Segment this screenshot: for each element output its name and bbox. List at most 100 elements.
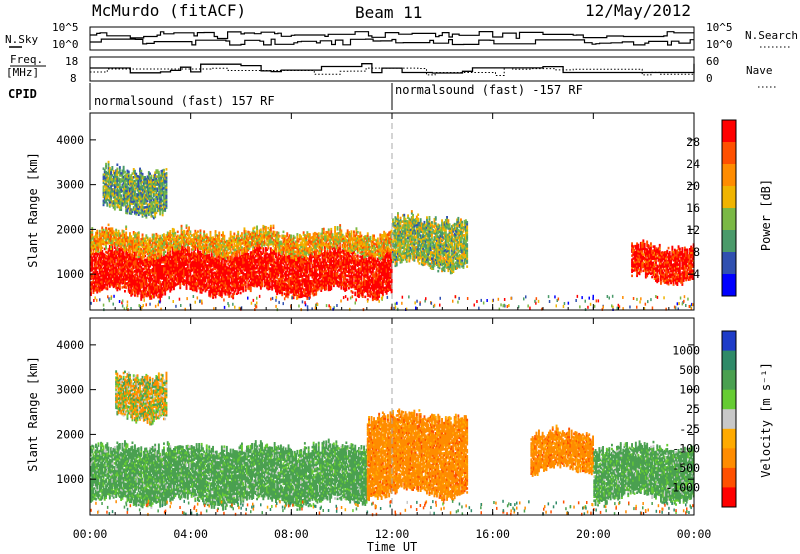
data-cell (371, 276, 374, 279)
data-cell (271, 272, 274, 275)
data-cell (132, 243, 135, 246)
data-cell (106, 241, 109, 245)
data-cell (302, 258, 305, 261)
data-cell (278, 281, 281, 285)
data-cell (360, 292, 363, 295)
data-cell (273, 274, 276, 278)
data-cell (366, 286, 369, 289)
data-cell (174, 278, 177, 281)
data-cell (93, 265, 96, 268)
data-cell (378, 291, 381, 294)
data-cell (110, 258, 112, 262)
data-cell (180, 228, 183, 232)
data-cell (340, 279, 343, 282)
data-cell (227, 277, 230, 280)
data-cell (124, 259, 126, 263)
data-cell (325, 287, 328, 291)
data-cell (295, 285, 297, 288)
data-cell (101, 278, 104, 281)
data-cell (166, 233, 169, 236)
data-cell (241, 275, 243, 279)
data-cell (277, 251, 280, 255)
data-cell (154, 251, 157, 254)
data-cell (228, 279, 231, 282)
data-cell (96, 282, 99, 286)
data-cell (121, 239, 124, 243)
data-cell (276, 274, 279, 277)
data-cell (378, 261, 381, 264)
data-cell (121, 286, 124, 289)
data-cell (383, 272, 386, 275)
data-cell (135, 283, 138, 286)
data-cell (300, 275, 302, 278)
data-cell (116, 274, 119, 278)
data-cell (135, 253, 138, 256)
data-cell (381, 261, 384, 264)
data-cell (137, 267, 140, 271)
data-cell (212, 264, 214, 267)
data-cell (168, 282, 170, 285)
data-cell (301, 266, 304, 270)
data-cell (151, 267, 154, 271)
data-cell (359, 277, 362, 280)
data-cell (117, 239, 120, 243)
data-cell (300, 267, 302, 270)
data-cell (290, 283, 292, 286)
data-cell (131, 237, 134, 241)
data-cell (165, 242, 168, 245)
data-cell (278, 267, 281, 270)
data-cell (287, 262, 290, 266)
data-cell (145, 270, 148, 274)
data-cell (179, 246, 182, 250)
data-cell (246, 260, 248, 264)
data-cell (237, 283, 240, 286)
data-cell (229, 275, 232, 279)
data-cell (176, 276, 179, 279)
data-cell (173, 275, 175, 279)
data-cell (225, 272, 228, 275)
data-cell (268, 279, 271, 282)
data-cell (315, 256, 318, 260)
data-cell (223, 261, 226, 265)
data-cell (181, 246, 184, 249)
data-cell (96, 266, 99, 270)
data-cell (292, 270, 295, 273)
data-cell (384, 264, 387, 267)
data-cell (293, 281, 296, 285)
data-cell (383, 278, 386, 281)
data-cell (288, 281, 291, 284)
data-cell (243, 275, 246, 278)
data-cell (306, 263, 309, 266)
data-cell (280, 259, 282, 262)
data-cell (186, 281, 189, 284)
data-cell (239, 277, 242, 281)
data-cell (90, 239, 92, 242)
data-cell (361, 269, 364, 272)
data-cell (105, 235, 107, 238)
data-cell (302, 268, 305, 271)
data-cell (241, 257, 243, 260)
data-cell (176, 246, 179, 249)
data-cell (124, 233, 126, 237)
data-cell (375, 276, 378, 279)
data-cell (141, 275, 144, 279)
data-cell (389, 288, 392, 292)
data-cell (378, 269, 381, 272)
data-cell (227, 271, 230, 274)
data-cell (203, 271, 206, 274)
data-cell (124, 265, 126, 269)
data-cell (96, 276, 99, 280)
data-cell (174, 264, 177, 267)
data-cell (171, 265, 174, 268)
data-cell (349, 283, 352, 286)
data-cell (387, 287, 389, 290)
data-cell (300, 287, 302, 290)
data-cell (179, 252, 182, 255)
data-cell (324, 256, 326, 259)
data-cell (168, 242, 170, 245)
data-cell (178, 278, 180, 281)
data-cell (317, 261, 320, 265)
data-cell (200, 283, 203, 286)
data-cell (107, 247, 110, 251)
data-cell (181, 264, 184, 267)
